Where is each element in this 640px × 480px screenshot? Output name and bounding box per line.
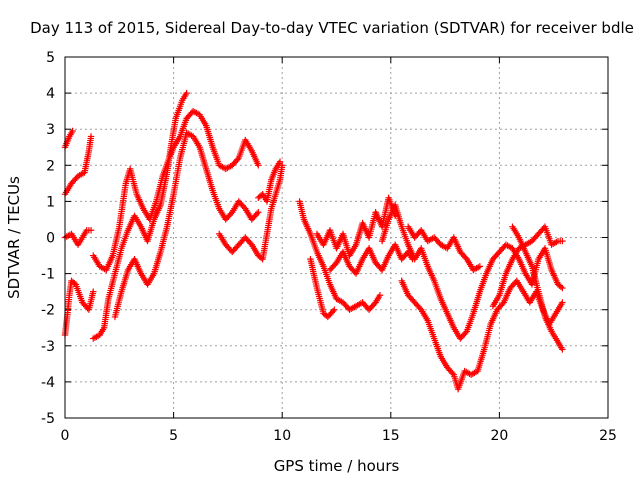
data-point (87, 227, 95, 234)
y-tick-label: 1 (46, 194, 55, 210)
series-trace-15 (404, 223, 484, 274)
y-tick-label: 5 (46, 50, 55, 66)
data-point (559, 284, 566, 292)
data-points (61, 89, 566, 393)
data-point (87, 133, 95, 140)
x-tick-label: 10 (273, 428, 291, 444)
y-tick-label: -4 (41, 375, 55, 391)
x-tick-label: 25 (599, 428, 617, 444)
plot-frame (64, 56, 609, 419)
data-point (331, 261, 339, 268)
data-point (183, 89, 190, 97)
y-tick-label: -1 (41, 267, 55, 283)
chart-title: Day 113 of 2015, Sidereal Day-to-day VTE… (30, 19, 634, 37)
x-tick-label: 15 (382, 428, 400, 444)
data-point (376, 292, 384, 299)
x-tick-label: 0 (61, 428, 70, 444)
data-point (329, 307, 337, 315)
y-tick-label: -2 (41, 303, 55, 319)
data-point (559, 346, 566, 353)
data-point (255, 162, 262, 169)
y-tick-label: -3 (41, 339, 55, 355)
data-point (499, 300, 506, 308)
axis-ticks: 0 5 10 15 20 25 -5 -4 -3 -2 -1 0 1 2 3 4 5 (41, 50, 617, 444)
y-axis-label: SDTVAR / TECUs (5, 176, 23, 299)
data-point (69, 127, 76, 135)
data-point (449, 370, 456, 377)
data-point (371, 300, 378, 308)
data-point (276, 158, 284, 165)
data-point (240, 203, 248, 211)
data-point (227, 210, 235, 217)
data-point (331, 306, 338, 313)
x-tick-label: 5 (169, 428, 178, 444)
series-trace-4 (61, 227, 95, 248)
data-point (416, 305, 424, 312)
data-point (559, 299, 566, 306)
data-point (247, 240, 254, 247)
series-trace-9 (255, 158, 284, 205)
x-axis-label: GPS time / hours (274, 457, 400, 475)
series-trace-8 (216, 162, 286, 263)
y-tick-label: 4 (46, 86, 55, 102)
series-trace-17 (489, 223, 566, 310)
series-trace-5 (90, 89, 190, 342)
x-tick-label: 20 (490, 428, 508, 444)
series-trace-18 (509, 223, 566, 353)
data-point (234, 156, 241, 163)
y-tick-label: 3 (46, 122, 55, 138)
data-point (462, 329, 469, 337)
series-trace-1 (61, 127, 76, 151)
data-point (255, 209, 262, 216)
data-point (462, 254, 469, 261)
series-trace-13 (326, 241, 416, 277)
series-trace-3 (61, 277, 97, 339)
series-trace-11 (307, 255, 338, 321)
data-point (90, 288, 97, 295)
series-trace-7 (111, 129, 262, 321)
y-tick-label: -5 (41, 411, 55, 427)
data-point (253, 210, 261, 217)
series-trace-10 (296, 198, 384, 313)
data-point (559, 237, 566, 245)
data-point (476, 263, 484, 270)
series-trace-14 (378, 201, 566, 342)
data-point (557, 283, 565, 291)
y-tick-label: 0 (46, 231, 55, 247)
series-trace-6 (90, 107, 262, 274)
y-tick-label: 2 (46, 158, 55, 174)
data-point (71, 280, 78, 287)
series-trace-2 (61, 133, 95, 198)
